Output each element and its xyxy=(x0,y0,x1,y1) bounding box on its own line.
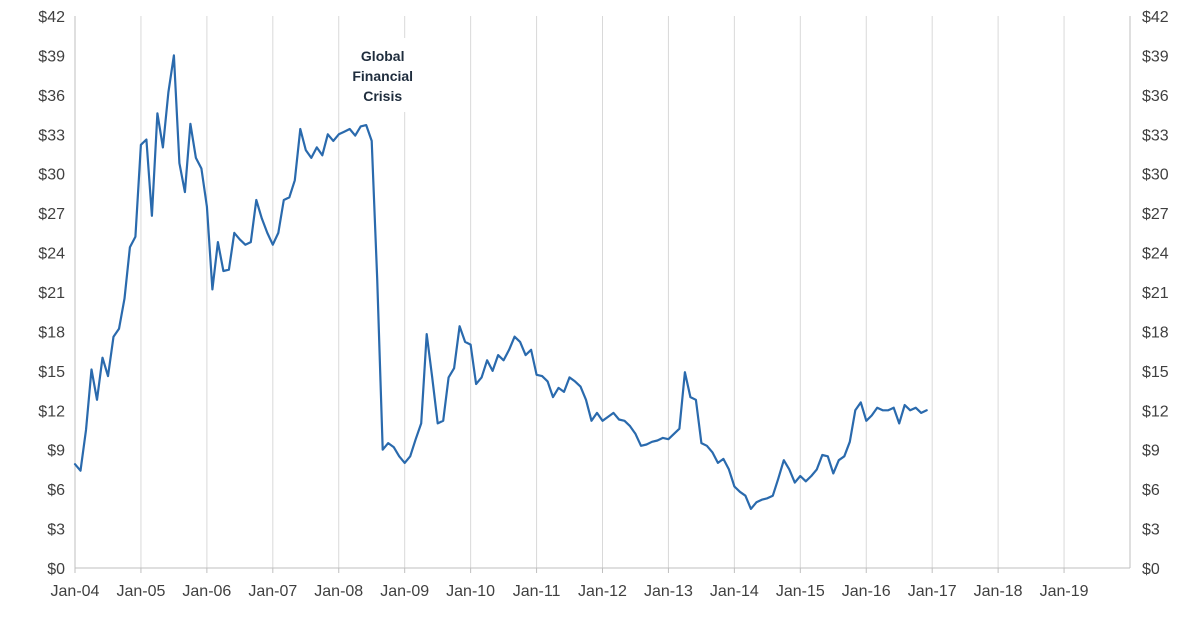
x-tick-label: Jan-07 xyxy=(248,583,297,600)
x-tick-label: Jan-19 xyxy=(1040,583,1089,600)
x-tick-label: Jan-04 xyxy=(51,583,100,600)
annotation-box xyxy=(346,38,419,112)
y-tick-label-right: $6 xyxy=(1142,482,1160,499)
axes xyxy=(74,16,1131,573)
y-tick-label-right: $18 xyxy=(1142,324,1169,341)
x-tick-label: Jan-14 xyxy=(710,583,759,600)
annotation: Global Financial Crisis xyxy=(346,38,419,112)
y-tick-label-right: $39 xyxy=(1142,48,1169,65)
y-tick-label-left: $12 xyxy=(38,403,65,420)
y-tick-label-right: $0 xyxy=(1142,561,1160,578)
y-tick-label-left: $30 xyxy=(38,167,65,184)
annotation-text: Financial xyxy=(352,68,413,84)
y-tick-label-left: $15 xyxy=(38,364,65,381)
y-tick-label-right: $9 xyxy=(1142,443,1160,460)
x-tick-label: Jan-09 xyxy=(380,583,429,600)
y-tick-label-left: $36 xyxy=(38,88,65,105)
y-tick-label-right: $27 xyxy=(1142,206,1169,223)
x-tick-label: Jan-15 xyxy=(776,583,825,600)
series-line xyxy=(73,54,928,510)
y-tick-label-left: $33 xyxy=(38,127,65,144)
y-tick-label-left: $6 xyxy=(47,482,65,499)
annotation-text: Global xyxy=(361,48,405,64)
y-tick-label-right: $42 xyxy=(1142,9,1169,26)
y-tick-label-left: $3 xyxy=(47,522,65,539)
y-tick-label-right: $3 xyxy=(1142,522,1160,539)
x-tick-label: Jan-17 xyxy=(908,583,957,600)
y-tick-label-left: $9 xyxy=(47,443,65,460)
y-tick-label-left: $39 xyxy=(38,48,65,65)
y-tick-label-right: $21 xyxy=(1142,285,1169,302)
series-layer xyxy=(73,54,928,510)
x-tick-label: Jan-16 xyxy=(842,583,891,600)
vertical-gridlines xyxy=(74,16,1065,568)
y-tick-label-left: $27 xyxy=(38,206,65,223)
tick-labels: Jan-04 Jan-05 Jan-06 Jan-07 Jan-08 Jan-09 Jan-… xyxy=(38,9,1169,600)
y-tick-label-right: $33 xyxy=(1142,127,1169,144)
x-tick-label: Jan-11 xyxy=(513,583,561,600)
y-tick-label-left: $21 xyxy=(38,285,65,302)
y-tick-label-left: $24 xyxy=(38,246,65,263)
annotation-text: Crisis xyxy=(363,88,402,104)
x-tick-label: Jan-12 xyxy=(578,583,627,600)
y-tick-label-left: $18 xyxy=(38,324,65,341)
y-tick-label-right: $30 xyxy=(1142,167,1169,184)
y-tick-label-right: $24 xyxy=(1142,246,1169,263)
x-tick-label: Jan-06 xyxy=(182,583,231,600)
y-tick-label-right: $15 xyxy=(1142,364,1169,381)
y-tick-label-right: $12 xyxy=(1142,403,1169,420)
x-tick-label: Jan-13 xyxy=(644,583,693,600)
y-tick-label-left: $0 xyxy=(47,561,65,578)
x-tick-label: Jan-18 xyxy=(974,583,1023,600)
x-tick-label: Jan-08 xyxy=(314,583,363,600)
y-tick-label-left: $42 xyxy=(38,9,65,26)
x-tick-label: Jan-10 xyxy=(446,583,495,600)
x-tick-label: Jan-05 xyxy=(116,583,165,600)
y-tick-label-right: $36 xyxy=(1142,88,1169,105)
